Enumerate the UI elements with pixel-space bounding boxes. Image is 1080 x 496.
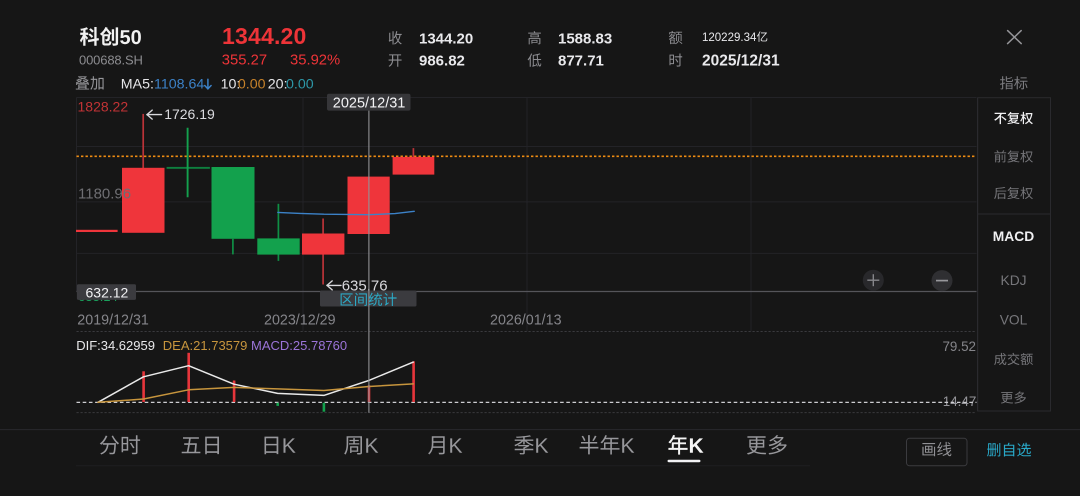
svg-text:2025/12/31: 2025/12/31 bbox=[702, 53, 780, 70]
svg-text:632.12: 632.12 bbox=[86, 284, 129, 300]
svg-text:2019/12/31: 2019/12/31 bbox=[77, 312, 149, 328]
svg-text:000688.SH: 000688.SH bbox=[79, 52, 143, 67]
svg-text:-14.47: -14.47 bbox=[938, 394, 976, 409]
svg-text:635.76: 635.76 bbox=[342, 278, 388, 295]
svg-text:1726.19: 1726.19 bbox=[164, 106, 215, 122]
svg-text:1108.64: 1108.64 bbox=[154, 77, 204, 93]
svg-text:MA5:: MA5: bbox=[121, 77, 154, 93]
svg-text:10:: 10: bbox=[221, 77, 241, 93]
svg-text:1828.22: 1828.22 bbox=[78, 98, 129, 114]
svg-text:20:: 20: bbox=[268, 77, 288, 93]
svg-text:2025/12/31: 2025/12/31 bbox=[333, 95, 406, 111]
svg-text:2023/12/29: 2023/12/29 bbox=[264, 312, 336, 328]
svg-text:1344.20: 1344.20 bbox=[222, 23, 307, 49]
svg-text:1180.96: 1180.96 bbox=[78, 186, 131, 203]
svg-text:79.52: 79.52 bbox=[942, 339, 976, 354]
svg-text:DEA:21.73579: DEA:21.73579 bbox=[163, 338, 248, 353]
svg-text:MACD:25.78760: MACD:25.78760 bbox=[251, 338, 347, 353]
svg-text:986.82: 986.82 bbox=[419, 53, 465, 70]
svg-text:35.92%: 35.92% bbox=[290, 53, 340, 69]
svg-text:VOL: VOL bbox=[1000, 313, 1028, 328]
svg-text:KDJ: KDJ bbox=[1001, 273, 1027, 288]
svg-text:2026/01/13: 2026/01/13 bbox=[490, 312, 562, 328]
svg-text:877.71: 877.71 bbox=[558, 53, 604, 70]
svg-text:355.27: 355.27 bbox=[222, 53, 267, 69]
svg-text:120229.34: 120229.34 bbox=[702, 32, 757, 44]
svg-text:DIF:34.62959: DIF:34.62959 bbox=[76, 338, 155, 353]
svg-text:1344.20: 1344.20 bbox=[419, 30, 473, 47]
svg-text:1588.83: 1588.83 bbox=[558, 30, 612, 47]
svg-text:MACD: MACD bbox=[993, 229, 1034, 244]
svg-text:0.00: 0.00 bbox=[238, 77, 266, 93]
svg-text:0.00: 0.00 bbox=[286, 77, 314, 93]
